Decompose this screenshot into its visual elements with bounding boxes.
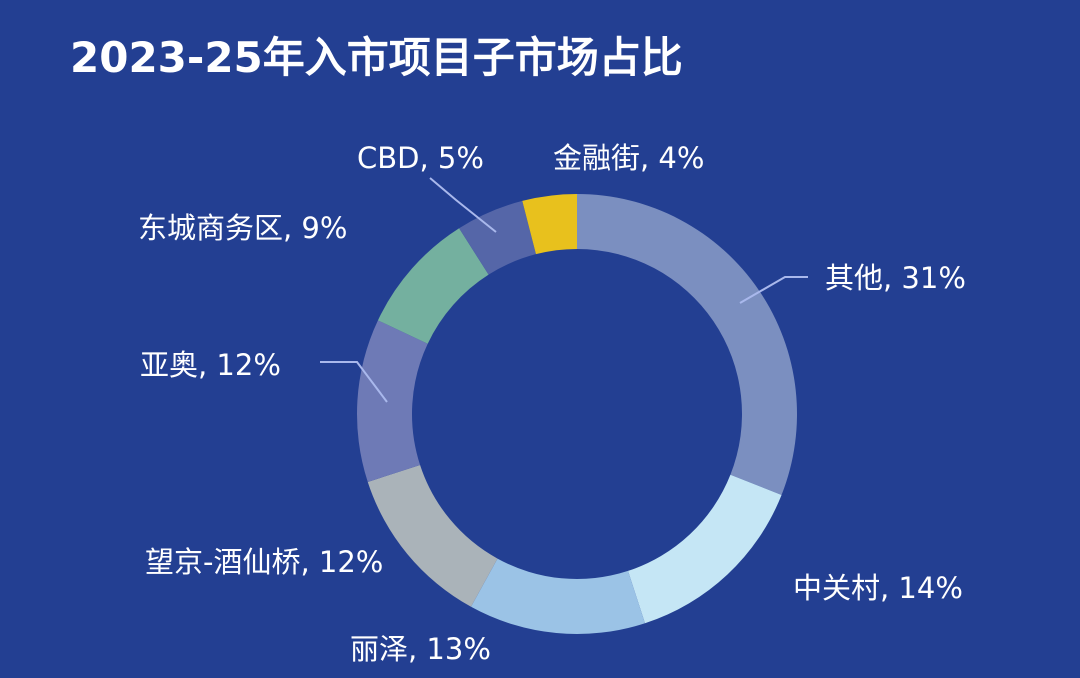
slice-label-1: 其他, 31% (825, 261, 966, 295)
donut-slice-5 (357, 320, 428, 482)
donut-slice-8 (522, 194, 577, 255)
donut-slice-7 (459, 200, 536, 275)
slice-label-4: 望京-酒仙桥, 12% (145, 545, 383, 579)
donut-slice-1 (577, 194, 797, 495)
slice-label-5: 亚奥, 12% (140, 348, 281, 382)
donut-slice-6 (377, 228, 489, 344)
leader-line-1 (739, 276, 808, 304)
slice-label-6: 东城商务区, 9% (138, 211, 347, 245)
leader-lines-layer (320, 177, 808, 403)
slices-layer (357, 194, 797, 634)
slice-label-2: 中关村, 14% (793, 571, 963, 605)
donut-slice-3 (471, 558, 645, 634)
slice-label-7: CBD, 5% (357, 141, 484, 175)
slice-label-3: 丽泽, 13% (350, 632, 491, 666)
chart-title: 2023-25年入市项目子市场占比 (70, 33, 683, 82)
donut-slice-4 (367, 464, 498, 607)
leader-line-7 (429, 177, 497, 233)
labels-layer: 其他, 31% 中关村, 14% 丽泽, 13% 望京-酒仙桥, 12% 亚奥, 12%… (138, 141, 966, 666)
slice-label-8: 金融街, 4% (553, 141, 704, 175)
donut-slice-2 (627, 474, 782, 624)
leader-line-5 (320, 361, 388, 403)
